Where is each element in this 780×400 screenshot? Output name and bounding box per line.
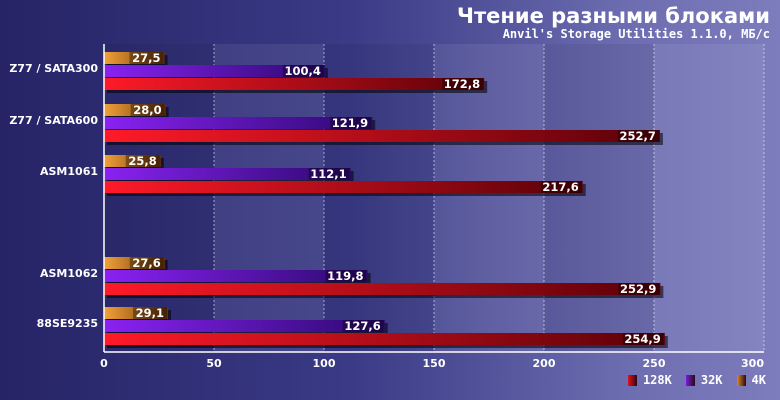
bar-4k [104, 155, 161, 167]
value-label-bg [442, 78, 484, 90]
bar-32k [104, 65, 325, 77]
legend-label: 4K [751, 373, 766, 387]
value-label-bg [133, 307, 168, 319]
bar-32k [104, 270, 368, 282]
bar-128k [104, 283, 661, 295]
value-label-bg [308, 168, 350, 180]
x-tick-label: 150 [423, 357, 446, 370]
value-label: 27,6 [132, 256, 160, 270]
legend-swatch [736, 374, 746, 386]
value-label-bg [618, 283, 660, 295]
value-label: 27,5 [132, 51, 160, 65]
value-label-bg [282, 65, 324, 77]
value-label: 127,6 [344, 319, 380, 333]
value-label: 252,9 [620, 282, 656, 296]
grid-band [104, 44, 214, 352]
category-label: Z77 / SATA300 [9, 62, 98, 75]
chart-title: Чтение разными блоками [456, 4, 770, 28]
bar-128k [104, 78, 485, 90]
legend-swatch [627, 374, 637, 386]
bar-32k [104, 320, 385, 332]
value-label-bg [330, 117, 372, 129]
x-tick-label: 200 [533, 357, 556, 370]
value-label: 172,8 [444, 77, 480, 91]
legend-swatch [685, 374, 695, 386]
value-label: 112,1 [310, 167, 346, 181]
legend-item-32k: 32K [685, 373, 723, 387]
category-label: Z77 / SATA600 [9, 114, 98, 127]
value-label-bg [617, 130, 659, 142]
legend-item-4k: 4K [736, 373, 766, 387]
legend-item-128k: 128K [627, 373, 672, 387]
value-label: 121,9 [332, 116, 368, 130]
bar-128k [104, 333, 665, 345]
category-label: ASM1061 [40, 165, 98, 178]
value-label-bg [342, 320, 384, 332]
category-label: ASM1062 [40, 267, 98, 280]
value-label-bg [125, 155, 160, 167]
bar-4k [104, 52, 165, 64]
grid-band [434, 44, 544, 352]
value-label: 100,4 [284, 64, 320, 78]
legend-label: 128K [642, 373, 672, 387]
bar-4k [104, 307, 169, 319]
value-label-bg [540, 181, 582, 193]
category-label: 88SE9235 [37, 317, 98, 330]
bar-32k [104, 168, 351, 180]
bar-32k [104, 117, 373, 129]
grid-band [654, 44, 764, 352]
bar-128k [104, 130, 660, 142]
grid-band [544, 44, 654, 352]
value-label: 119,8 [327, 269, 363, 283]
legend: 128K 32K 4K [627, 373, 766, 387]
value-label-bg [129, 52, 164, 64]
grid-band [214, 44, 324, 352]
x-tick-label: 50 [206, 357, 222, 370]
x-tick-label: 300 [741, 357, 764, 370]
x-tick-label: 100 [313, 357, 336, 370]
grid-band [324, 44, 434, 352]
value-label: 28,0 [133, 103, 161, 117]
x-tick-label: 0 [100, 357, 108, 370]
value-label-bg [130, 104, 165, 116]
bar-4k [104, 257, 165, 269]
chart-subtitle: Anvil's Storage Utilities 1.1.0, МБ/с [502, 27, 770, 41]
bar-128k [104, 181, 583, 193]
legend-label: 32K [700, 373, 723, 387]
title-bar: Чтение разными блоками Anvil's Storage U… [0, 0, 780, 44]
value-label-bg [129, 257, 164, 269]
bar-4k [104, 104, 166, 116]
value-label-bg [622, 333, 664, 345]
value-label: 25,8 [128, 154, 156, 168]
value-label: 254,9 [624, 332, 660, 346]
x-tick-label: 250 [643, 357, 666, 370]
value-label-bg [325, 270, 367, 282]
value-label: 29,1 [136, 306, 164, 320]
value-label: 217,6 [542, 180, 578, 194]
value-label: 252,7 [620, 129, 656, 143]
